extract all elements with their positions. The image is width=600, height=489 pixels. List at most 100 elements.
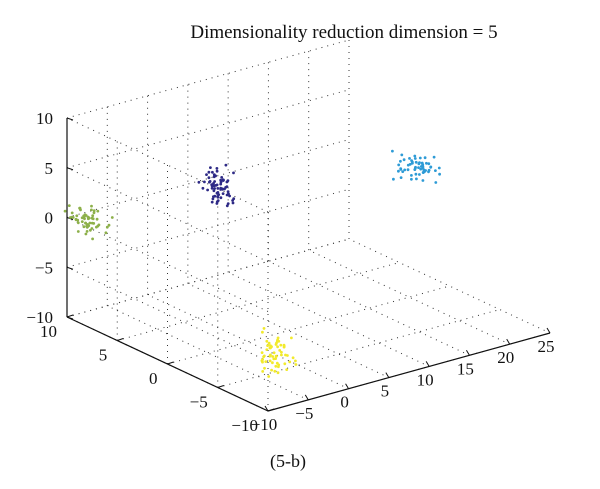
data-point [272,351,276,355]
data-point [82,225,86,229]
x-tick-mark [304,394,309,401]
data-point [219,186,223,190]
data-point [271,355,274,358]
data-point [399,176,403,180]
data-point [415,177,418,181]
data-point [232,171,235,175]
x-tick-mark [506,338,511,345]
data-point [421,179,425,182]
data-point [225,185,229,189]
data-point [291,356,295,360]
x-tick-label: −5 [295,404,313,423]
data-point [418,156,422,160]
data-point [402,158,406,162]
cluster-series [63,204,114,241]
axes-layer [66,117,551,412]
data-point [207,170,211,174]
data-point [95,225,98,229]
data-point [219,196,223,200]
data-point [225,180,229,184]
data-point [413,154,417,158]
data-point [63,209,67,213]
data-point [212,195,215,199]
data-point [110,216,114,219]
data-point [286,354,289,357]
data-point [211,197,215,201]
data-point [273,369,277,373]
data-point [413,168,417,172]
data-point [274,357,277,360]
z-tick-label: 10 [36,109,53,128]
data-point [397,169,400,173]
data-point [92,211,96,215]
y-tick-label: −10 [231,416,258,435]
y-tick-mark [217,385,224,388]
data-point [210,186,214,190]
data-point [414,172,418,176]
data-point [84,232,88,236]
data-point [267,341,271,345]
data-point [85,230,89,233]
data-point [264,360,268,363]
grid-line-back-z [66,89,350,169]
data-point [265,348,269,351]
data-point [270,368,273,372]
data-point [278,349,282,352]
data-point [434,181,438,184]
data-point [413,157,417,160]
data-point [70,211,74,215]
data-point [219,180,223,184]
cluster-series [260,327,298,378]
y-tick-label: 5 [99,346,108,365]
x-tick-mark [546,327,551,334]
data-point [423,156,427,160]
data-point [216,195,220,198]
data-point [90,204,93,208]
data-point [215,183,219,187]
data-point [410,160,414,164]
data-point [90,208,93,212]
y-tick-label: 10 [40,322,57,341]
data-point [228,194,232,198]
data-point [225,204,229,208]
data-point [75,214,79,218]
z-tick-mark [66,117,74,121]
data-point [208,180,212,183]
data-point [90,216,94,220]
data-point [95,217,99,221]
x-tick-mark [385,372,390,378]
data-point [104,231,108,235]
grid-line-floor-y [117,262,400,341]
data-point [403,168,407,172]
data-point [294,359,297,363]
data-point [87,216,91,220]
data-point [70,215,74,219]
grid-line-floor-x [268,260,470,356]
data-point [105,225,109,229]
data-point [414,165,417,169]
data-point [274,364,278,368]
data-point [92,222,96,225]
y-tick-mark [267,408,275,412]
grid-line-back-z [66,39,350,119]
data-point [203,180,206,184]
data-point [231,199,235,202]
data-point [209,166,212,170]
data-point [224,163,228,167]
x-tick-label: 0 [340,393,349,412]
data-point [399,159,402,163]
data-point [280,353,283,357]
data-point [410,174,413,177]
y-tick-mark [117,338,124,341]
data-point [400,153,404,157]
grid-line-floor-y [217,309,500,388]
data-points [63,149,441,378]
data-point [90,227,94,230]
z-tick-label: 5 [45,159,54,178]
data-point [419,167,423,171]
data-point [437,166,441,170]
data-point [83,217,86,221]
grid-line-left-z [66,167,269,263]
grid-line-floor-x [107,305,309,401]
